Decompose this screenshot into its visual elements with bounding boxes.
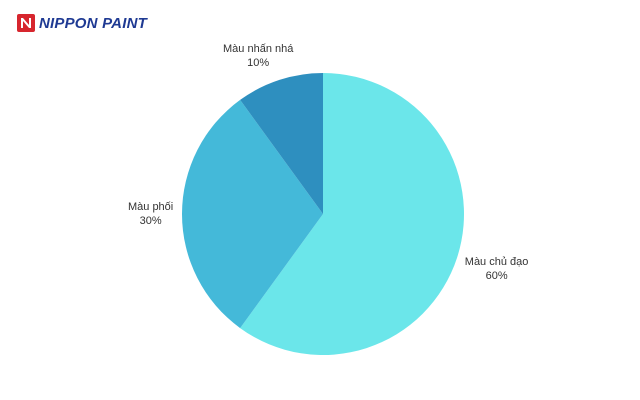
slice-percent-label: 60% — [486, 270, 508, 282]
slice-percent-label: 10% — [247, 57, 269, 69]
pie-labels: Màu chủ đạo 60% Màu phối 30% Màu nhấn nhá 10% — [128, 43, 528, 282]
slice-percent-label: 30% — [140, 215, 162, 227]
slice-category-label: Màu nhấn nhá — [223, 43, 294, 55]
slice-category-label: Màu chủ đạo — [465, 256, 529, 268]
slice-category-label: Màu phối — [128, 201, 173, 213]
pie-slice — [181, 99, 323, 329]
pie-slices — [181, 73, 464, 356]
pie-slice — [240, 73, 323, 214]
nippon-logo-mark-icon — [17, 14, 35, 32]
pie-slice — [240, 73, 464, 356]
nippon-paint-logo: NIPPON PAINT — [17, 14, 147, 32]
logo-text: NIPPON PAINT — [39, 14, 147, 32]
